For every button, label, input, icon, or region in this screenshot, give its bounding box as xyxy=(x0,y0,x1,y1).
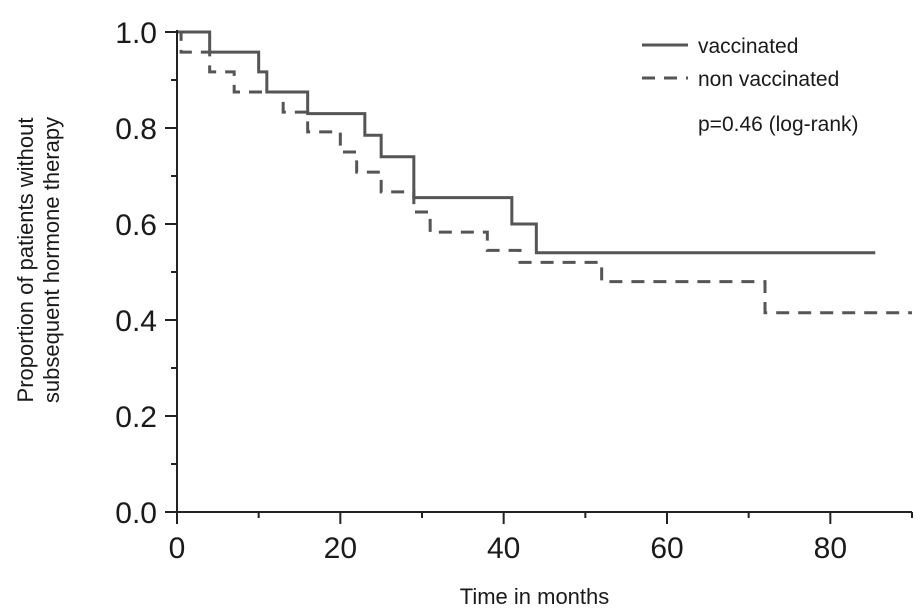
x-tick-label: 80 xyxy=(814,532,847,565)
legend-label: vaccinated xyxy=(698,35,798,58)
y-axis-title: Proportion of patients withoutsubsequent… xyxy=(13,117,64,403)
legend-label: non vaccinated xyxy=(698,68,839,91)
y-axis-title-line: Proportion of patients without xyxy=(13,118,38,403)
y-tick-label: 0.4 xyxy=(115,305,157,338)
p-value-annotation: p=0.46 (log-rank) xyxy=(698,113,859,136)
series-line-non-vaccinated xyxy=(177,30,912,315)
plot-area xyxy=(177,30,912,315)
axes: 0.0 0.2 0.4 0.6 0.8 1.0 0 20 40 60 80 Time in month… xyxy=(13,17,913,609)
y-tick-label: 0.2 xyxy=(115,401,157,434)
x-tick-label: 40 xyxy=(487,532,520,565)
legend: vaccinated non vaccinated p=0.46 (log-rank… xyxy=(642,35,859,136)
x-tick-label: 60 xyxy=(650,532,683,565)
y-axis-title-line: subsequent hormone therapy xyxy=(39,117,64,403)
y-tick-label: 0.6 xyxy=(115,209,157,242)
y-tick-label: 1.0 xyxy=(115,17,157,50)
x-axis-title: Time in months xyxy=(460,584,610,609)
x-tick-label: 20 xyxy=(324,532,357,565)
x-tick-label: 0 xyxy=(169,532,186,565)
series-line-vaccinated xyxy=(177,30,876,255)
y-tick-label: 0.0 xyxy=(115,497,157,530)
y-tick-label: 0.8 xyxy=(115,113,157,146)
